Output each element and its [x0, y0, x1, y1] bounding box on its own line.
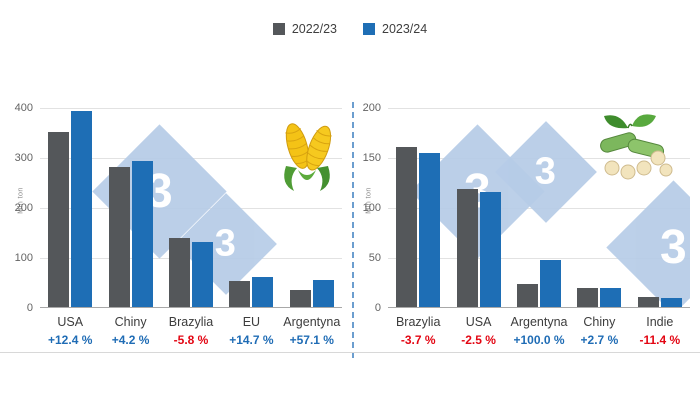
- gridline: [40, 108, 342, 109]
- gridline: [388, 108, 690, 109]
- change-label-Indie: -11.4 %: [639, 333, 681, 347]
- category-label-Brazylia: Brazylia: [168, 315, 214, 329]
- bottom-divider: [0, 352, 700, 353]
- y-tick-label: 400: [14, 101, 33, 114]
- bar-2023/24-Chiny: [600, 287, 622, 307]
- charts-row: Mln ton 0 100 200 300 400 3 3: [0, 102, 700, 368]
- bar-2022/23-Chiny: [108, 166, 130, 307]
- y-axis: 0 50 100 150 200: [356, 102, 384, 314]
- corn-icon: [284, 123, 332, 191]
- y-tick-label: 50: [368, 251, 381, 264]
- bar-2023/24-Brazylia: [192, 242, 213, 307]
- change-label-Chiny: +2.7 %: [580, 333, 619, 347]
- bar-2023/24-Brazylia: [419, 153, 441, 307]
- category-label-USA: USA: [465, 315, 492, 329]
- category-label-Brazylia: Brazylia: [395, 315, 441, 329]
- legend-swatch-2023-24: [363, 23, 375, 35]
- bar-2023/24-USA: [71, 110, 93, 307]
- bar-2022/23-USA: [456, 189, 478, 307]
- change-label-USA: +12.4 %: [48, 333, 93, 347]
- plot-area: 3 3: [40, 108, 342, 308]
- y-tick-label: 100: [362, 201, 381, 214]
- change-label-Brazylia: -5.8 %: [173, 333, 209, 347]
- y-tick-label: 150: [362, 151, 381, 164]
- y-tick-label: 300: [14, 151, 33, 164]
- chart-legend: 2022/23 2023/24: [0, 22, 700, 36]
- legend-item-2023-24: 2023/24: [363, 22, 427, 36]
- change-label-EU: +14.7 %: [229, 333, 274, 347]
- category-label-Argentyna: Argentyna: [510, 315, 568, 329]
- y-tick-label: 0: [26, 301, 33, 314]
- category-label-EU: EU: [242, 315, 261, 329]
- change-label-Argentyna: +57.1 %: [289, 333, 334, 347]
- x-axis-labels: Brazylia -3.7 % USA -2.5 % Argentyna +100.0 %…: [388, 309, 690, 357]
- legend-label-2023-24: 2023/24: [382, 22, 428, 36]
- plot-area: 3 3 3: [388, 108, 690, 308]
- category-label-USA: USA: [57, 315, 84, 329]
- change-label-USA: -2.5 %: [461, 333, 496, 347]
- y-tick-label: 0: [374, 301, 381, 314]
- bar-2023/24-Chiny: [131, 160, 153, 307]
- change-label-Brazylia: -3.7 %: [400, 333, 436, 347]
- y-axis: 0 100 200 300 400: [8, 102, 36, 314]
- legend-item-2022-23: 2022/23: [272, 22, 337, 36]
- bar-2022/23-Brazylia: [169, 238, 190, 307]
- x-axis-labels: USA +12.4 % Chiny +4.2 % Brazylia -5.8 % EU +14…: [40, 309, 342, 357]
- bar-2023/24-Argentyna: [540, 260, 561, 307]
- gridline: [388, 258, 690, 259]
- legend-swatch-2022-23: [272, 23, 285, 35]
- bar-2022/23-Indie: [637, 296, 659, 307]
- y-tick-label: 200: [362, 101, 381, 114]
- soybean-icon: [600, 114, 673, 180]
- bar-2023/24-USA: [479, 192, 501, 307]
- bar-2022/23-Argentyna: [517, 283, 538, 307]
- bar-2022/23-Chiny: [577, 288, 599, 307]
- bar-2023/24-Argentyna: [312, 280, 334, 307]
- y-tick-label: 200: [14, 201, 33, 214]
- legend-label-2022-23: 2022/23: [291, 22, 337, 36]
- bar-2022/23-Argentyna: [289, 290, 311, 307]
- chart-separator: [352, 102, 354, 358]
- bar-2022/23-Brazylia: [396, 147, 418, 307]
- bar-2023/24-Indie: [660, 297, 682, 307]
- bar-2022/23-USA: [48, 132, 70, 307]
- change-label-Argentyna: +100.0 %: [513, 333, 565, 347]
- category-label-Chiny: Chiny: [114, 315, 147, 329]
- category-label-Indie: Indie: [646, 315, 674, 329]
- corn-production-chart: Mln ton 0 100 200 300 400 3 3: [8, 102, 348, 368]
- bar-2023/24-EU: [252, 277, 274, 307]
- change-label-Chiny: +4.2 %: [111, 333, 150, 347]
- category-label-Chiny: Chiny: [583, 315, 616, 329]
- category-label-Argentyna: Argentyna: [283, 315, 341, 329]
- bar-2022/23-EU: [229, 281, 251, 307]
- y-tick-label: 100: [14, 251, 33, 264]
